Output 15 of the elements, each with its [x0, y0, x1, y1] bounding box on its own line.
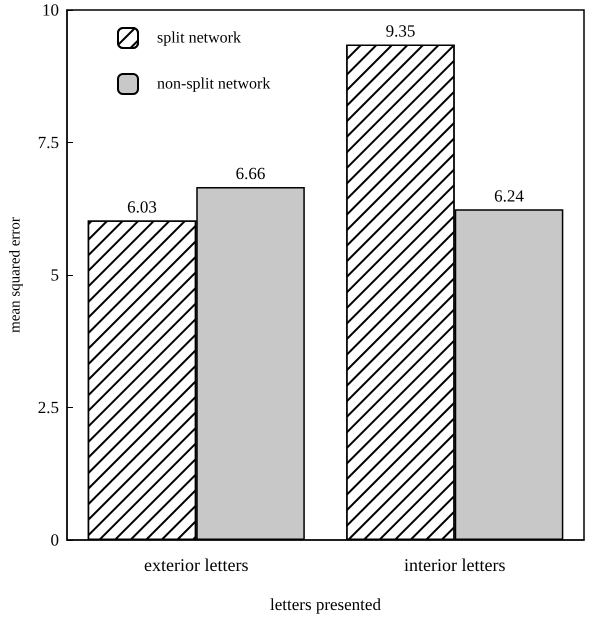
y-tick-label: 10	[42, 0, 59, 20]
data-label: 6.03	[127, 197, 157, 216]
legend-label: non-split network	[157, 76, 270, 92]
x-tick-label: interior letters	[404, 555, 506, 575]
x-axis-title: letters presented	[270, 595, 382, 614]
data-label: 6.24	[494, 186, 524, 206]
legend-label: split network	[157, 30, 241, 46]
x-tick-label: exterior letters	[144, 555, 248, 575]
data-label: 9.35	[386, 21, 416, 40]
y-tick-label: 2.5	[38, 398, 59, 417]
y-axis-title: mean squared error	[8, 217, 24, 333]
data-label: 6.66	[236, 164, 266, 184]
y-tick-label: 5	[50, 266, 59, 284]
y-tick-label: 7.5	[38, 133, 59, 152]
y-tick-label: 0	[50, 530, 59, 550]
